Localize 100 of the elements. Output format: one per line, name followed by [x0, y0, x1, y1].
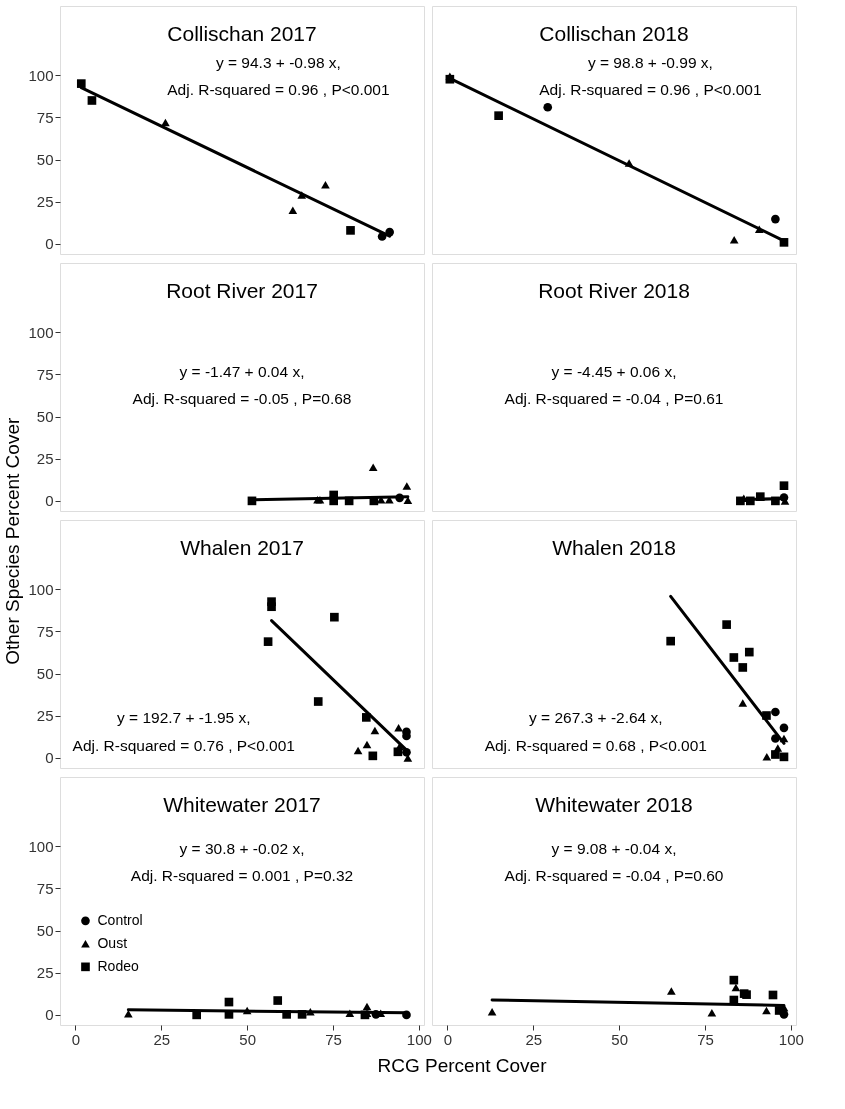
y-tick-label: 75	[36, 365, 54, 383]
y-tick-label: 25	[36, 964, 54, 982]
annotation: Adj. R-squared = 0.96 , P<0.001	[539, 81, 762, 99]
text: Root River 2018	[538, 278, 690, 302]
x-tick-label: 25	[525, 1030, 543, 1048]
annotation: y = 30.8 + -0.02 x,	[179, 839, 305, 857]
point	[346, 226, 355, 235]
annotation: y = 192.7 + -1.95 x,	[116, 709, 251, 727]
x-tick-label: 0	[71, 1030, 81, 1048]
y-tick-label: 100	[28, 837, 54, 855]
text: Root River 2017	[166, 278, 318, 302]
annotation: y = -1.47 + 0.04 x,	[179, 363, 305, 381]
point	[487, 1008, 497, 1016]
point	[744, 647, 754, 657]
point	[393, 747, 403, 757]
y-tick-label: 0	[45, 1006, 54, 1024]
annotation: y = 267.3 + -2.64 x,	[529, 709, 663, 727]
y-tick-label: 25	[36, 193, 54, 211]
annotation: Adj. R-squared = 0.001 , P=0.32	[130, 867, 354, 885]
point	[267, 602, 276, 612]
text: Collischan 2018	[539, 21, 689, 45]
point	[353, 746, 363, 755]
y-tick-label: 50	[36, 151, 54, 169]
x-tick-label: 100	[778, 1030, 804, 1048]
point	[666, 636, 675, 646]
point	[362, 1002, 372, 1011]
y-tick-label: 75	[36, 108, 54, 126]
y-tick-label: 75	[36, 879, 54, 897]
legend-label: Oust	[97, 934, 128, 951]
point	[779, 481, 789, 491]
point	[313, 697, 323, 706]
point	[394, 724, 403, 732]
point	[288, 206, 298, 214]
point	[771, 750, 780, 759]
point	[76, 79, 86, 88]
legend-label: Rodeo	[97, 957, 139, 974]
point	[729, 653, 739, 662]
point	[729, 236, 739, 244]
legend-label: Control	[97, 911, 143, 928]
point	[779, 723, 789, 733]
x-tick-label: 0	[443, 1030, 453, 1048]
text: Whitewater 2017	[163, 792, 321, 816]
y-tick-label: 50	[36, 665, 54, 683]
x-tick-label: 50	[611, 1030, 628, 1048]
x-tick-label: 50	[239, 1030, 256, 1048]
x-tick-label: 100	[406, 1030, 432, 1048]
annotation: y = 9.08 + -0.04 x,	[551, 839, 677, 857]
point	[321, 181, 330, 189]
point	[543, 102, 553, 112]
point	[771, 707, 780, 717]
y-tick-label: 75	[36, 622, 54, 640]
point	[771, 214, 780, 224]
x-tick-label: 75	[697, 1030, 714, 1048]
point	[667, 987, 676, 995]
annotation: y = 98.8 + -0.99 x,	[587, 54, 713, 72]
y-tick-label: 100	[28, 323, 54, 341]
y-tick-label: 50	[36, 922, 54, 940]
point	[738, 663, 748, 672]
point	[124, 1010, 133, 1018]
y-tick-label: 0	[45, 492, 54, 510]
y-axis-title: Other Species Percent Cover	[2, 417, 24, 665]
annotation: Adj. R-squared = 0.76 , P<0.001	[72, 736, 295, 754]
point	[731, 983, 741, 992]
y-tick-label: 50	[36, 408, 54, 426]
y-tick-label: 100	[28, 66, 54, 84]
x-axis-title: RCG Percent Cover	[377, 1055, 548, 1076]
text: Whitewater 2018	[535, 792, 693, 816]
annotation: y = -4.45 + 0.06 x,	[551, 363, 677, 381]
point	[368, 463, 378, 471]
y-tick-label: 25	[36, 707, 54, 725]
point	[722, 620, 731, 629]
x-tick-label: 75	[325, 1030, 342, 1048]
point	[762, 753, 772, 761]
annotation: y = 94.3 + -0.98 x,	[215, 54, 341, 72]
annotation: Adj. R-squared = 0.68 , P<0.001	[484, 736, 707, 754]
y-tick-label: 0	[45, 235, 54, 253]
point	[263, 637, 273, 646]
text: Whalen 2018	[552, 535, 676, 559]
annotation: Adj. R-squared = -0.05 , P=0.68	[132, 390, 352, 408]
point	[762, 1006, 771, 1015]
point	[87, 96, 97, 105]
x-tick-label: 25	[153, 1030, 171, 1048]
text: Whalen 2017	[180, 535, 304, 559]
point	[494, 111, 503, 120]
point	[273, 996, 283, 1005]
y-tick-label: 100	[28, 580, 54, 598]
point	[402, 482, 412, 490]
annotation: Adj. R-squared = 0.96 , P<0.001	[167, 81, 390, 99]
point	[403, 496, 413, 505]
y-tick-label: 25	[36, 450, 54, 468]
point	[738, 699, 748, 707]
annotation: Adj. R-squared = -0.04 , P=0.61	[504, 390, 724, 408]
point	[161, 118, 170, 127]
y-tick-label: 0	[45, 749, 54, 767]
point	[330, 612, 339, 622]
point	[370, 726, 380, 735]
point	[362, 740, 372, 749]
text: Collischan 2017	[167, 21, 317, 45]
point	[707, 1009, 717, 1017]
annotation: Adj. R-squared = -0.04 , P=0.60	[504, 867, 724, 885]
